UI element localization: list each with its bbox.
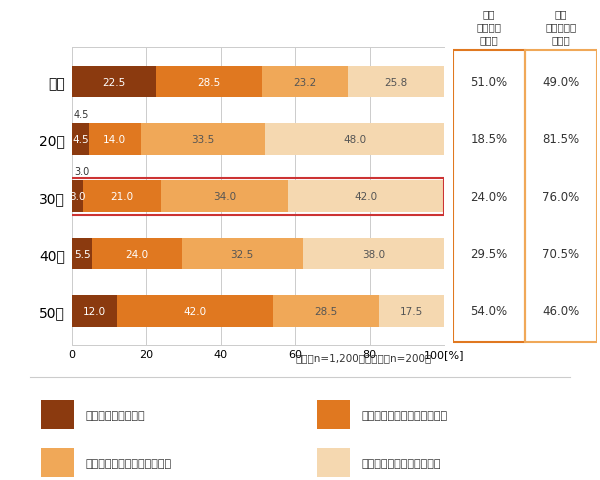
Text: 24.0: 24.0 — [125, 249, 149, 259]
Text: 金額は全く把握していない: 金額は全く把握していない — [361, 458, 440, 468]
Bar — [41, 448, 74, 477]
Bar — [72, 181, 83, 213]
Bar — [141, 124, 265, 156]
Text: 28.5: 28.5 — [314, 306, 338, 316]
Text: 48.0: 48.0 — [343, 134, 366, 144]
Bar — [262, 67, 348, 98]
Text: 17.5: 17.5 — [400, 306, 423, 316]
Text: 51.0%: 51.0% — [470, 76, 508, 89]
Bar — [41, 400, 74, 429]
Text: 28.5: 28.5 — [197, 77, 220, 87]
Bar — [265, 124, 444, 156]
Text: 38.0: 38.0 — [362, 249, 385, 259]
Bar — [72, 67, 156, 98]
Bar — [156, 67, 262, 98]
Text: 46.0%: 46.0% — [542, 305, 580, 318]
Text: 49.0%: 49.0% — [542, 76, 580, 89]
Bar — [83, 181, 161, 213]
Bar — [302, 238, 444, 270]
Text: 81.5%: 81.5% — [542, 133, 580, 146]
Bar — [317, 400, 350, 429]
Text: 34.0: 34.0 — [213, 192, 236, 202]
Text: 21.0: 21.0 — [110, 192, 134, 202]
Bar — [348, 67, 444, 98]
Text: 70.5%: 70.5% — [542, 248, 580, 261]
Text: 54.0%: 54.0% — [470, 305, 508, 318]
Bar — [317, 448, 350, 477]
Bar — [288, 181, 444, 213]
Text: 3.0: 3.0 — [74, 167, 89, 177]
Text: 25.8: 25.8 — [385, 77, 407, 87]
Text: 14.0: 14.0 — [103, 134, 127, 144]
Text: 23.2: 23.2 — [293, 77, 316, 87]
Text: 22.5: 22.5 — [102, 77, 125, 87]
Text: 42.0: 42.0 — [183, 306, 206, 316]
Bar — [72, 124, 89, 156]
Text: 金額をおおよそ把握している: 金額をおおよそ把握している — [361, 410, 448, 420]
Bar — [273, 296, 379, 327]
Text: 76.0%: 76.0% — [542, 190, 580, 204]
Text: 29.5%: 29.5% — [470, 248, 508, 261]
Text: 全体（n=1,200）各年代（n=200）: 全体（n=1,200）各年代（n=200） — [296, 353, 432, 363]
Bar — [92, 238, 182, 270]
Text: 24.0%: 24.0% — [470, 190, 508, 204]
Text: 把握
していない
（計）: 把握 していない （計） — [545, 9, 577, 45]
Text: 42.0: 42.0 — [355, 192, 377, 202]
Bar — [161, 181, 288, 213]
Bar — [72, 238, 92, 270]
Text: 32.5: 32.5 — [230, 249, 254, 259]
Text: 金額を把握している: 金額を把握している — [85, 410, 145, 420]
Text: 金額はあまり把握していない: 金額はあまり把握していない — [85, 458, 172, 468]
Text: 把握
している
（計）: 把握 している （計） — [476, 9, 502, 45]
Bar — [72, 296, 116, 327]
Text: 18.5%: 18.5% — [470, 133, 508, 146]
Bar — [379, 296, 444, 327]
Text: 5.5: 5.5 — [74, 249, 91, 259]
Text: 33.5: 33.5 — [191, 134, 215, 144]
Text: 12.0: 12.0 — [83, 306, 106, 316]
Bar — [116, 296, 273, 327]
Text: 3.0: 3.0 — [70, 192, 86, 202]
Text: 4.5: 4.5 — [72, 134, 89, 144]
Bar — [89, 124, 141, 156]
Bar — [182, 238, 302, 270]
Text: 4.5: 4.5 — [74, 109, 89, 120]
